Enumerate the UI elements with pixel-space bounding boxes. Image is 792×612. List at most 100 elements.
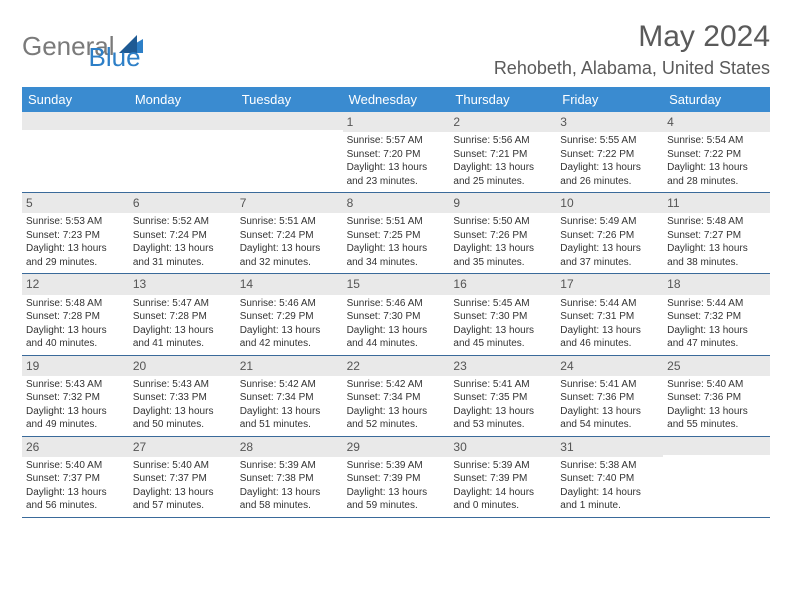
sunset-line: Sunset: 7:30 PM [453,310,552,324]
daylight-line2: and 23 minutes. [347,175,446,189]
day-cell: 19Sunrise: 5:43 AMSunset: 7:32 PMDayligh… [22,356,129,436]
daylight-line1: Daylight: 13 hours [347,405,446,419]
sunrise-line: Sunrise: 5:51 AM [347,215,446,229]
daylight-line1: Daylight: 13 hours [347,242,446,256]
day-cell: 15 Sunrise: 5:46 AMSunset: 7:30 PMDayligh… [343,274,450,354]
week-row: 5Sunrise: 5:53 AMSunset: 7:23 PMDaylight… [22,193,770,274]
sunset-line: Sunset: 7:26 PM [560,229,659,243]
day-header: Monday [129,87,236,112]
day-cell: 23Sunrise: 5:41 AMSunset: 7:35 PMDayligh… [449,356,556,436]
daylight-line2: and 0 minutes. [453,499,552,513]
daylight-line2: and 44 minutes. [347,337,446,351]
date-number: 22 [343,356,450,376]
day-cell: 22 Sunrise: 5:42 AMSunset: 7:34 PMDayligh… [343,356,450,436]
week-row: 12Sunrise: 5:48 AMSunset: 7:28 PMDayligh… [22,274,770,355]
day-cell: 28Sunrise: 5:39 AMSunset: 7:38 PMDayligh… [236,437,343,517]
sunset-line: Sunset: 7:33 PM [133,391,232,405]
daylight-line1: Daylight: 13 hours [453,242,552,256]
date-number-empty [236,112,343,130]
sunrise-line: Sunrise: 5:45 AM [453,297,552,311]
daylight-line2: and 37 minutes. [560,256,659,270]
sunset-line: Sunset: 7:34 PM [240,391,339,405]
sunrise-line: Sunrise: 5:40 AM [26,459,125,473]
date-number: 18 [663,274,770,294]
sunset-line: Sunset: 7:24 PM [240,229,339,243]
date-number: 4 [663,112,770,132]
daylight-line2: and 35 minutes. [453,256,552,270]
logo: General Blue [22,20,141,73]
daylight-line1: Daylight: 13 hours [133,486,232,500]
sunrise-line: Sunrise: 5:47 AM [133,297,232,311]
day-cell: 30Sunrise: 5:39 AMSunset: 7:39 PMDayligh… [449,437,556,517]
daylight-line2: and 1 minute. [560,499,659,513]
daylight-line1: Daylight: 13 hours [240,324,339,338]
sunrise-line: Sunrise: 5:50 AM [453,215,552,229]
sunset-line: Sunset: 7:22 PM [560,148,659,162]
daylight-line1: Daylight: 13 hours [26,324,125,338]
date-number: 10 [556,193,663,213]
sunset-line: Sunset: 7:31 PM [560,310,659,324]
date-number: 21 [236,356,343,376]
day-cell: 21Sunrise: 5:42 AMSunset: 7:34 PMDayligh… [236,356,343,436]
daylight-line2: and 58 minutes. [240,499,339,513]
sunset-line: Sunset: 7:30 PM [347,310,446,324]
daylight-line2: and 50 minutes. [133,418,232,432]
sunset-line: Sunset: 7:28 PM [26,310,125,324]
daylight-line2: and 53 minutes. [453,418,552,432]
date-number: 31 [556,437,663,457]
daylight-line1: Daylight: 13 hours [133,405,232,419]
date-number: 20 [129,356,236,376]
sunset-line: Sunset: 7:34 PM [347,391,446,405]
daylight-line1: Daylight: 13 hours [26,242,125,256]
sunrise-line: Sunrise: 5:46 AM [347,297,446,311]
sunrise-line: Sunrise: 5:56 AM [453,134,552,148]
sunset-line: Sunset: 7:21 PM [453,148,552,162]
date-number: 13 [129,274,236,294]
daylight-line1: Daylight: 13 hours [240,405,339,419]
sunrise-line: Sunrise: 5:39 AM [453,459,552,473]
day-cell [129,112,236,192]
daylight-line2: and 42 minutes. [240,337,339,351]
title-area: May 2024 Rehobeth, Alabama, United State… [494,20,770,79]
sunset-line: Sunset: 7:37 PM [133,472,232,486]
date-number: 28 [236,437,343,457]
sunrise-line: Sunrise: 5:55 AM [560,134,659,148]
day-cell: 31Sunrise: 5:38 AMSunset: 7:40 PMDayligh… [556,437,663,517]
date-number: 1 [343,112,450,132]
sunset-line: Sunset: 7:36 PM [560,391,659,405]
daylight-line2: and 41 minutes. [133,337,232,351]
date-number: 14 [236,274,343,294]
sunset-line: Sunset: 7:32 PM [667,310,766,324]
day-cell: 24Sunrise: 5:41 AMSunset: 7:36 PMDayligh… [556,356,663,436]
daylight-line2: and 32 minutes. [240,256,339,270]
sunrise-line: Sunrise: 5:42 AM [347,378,446,392]
day-cell [22,112,129,192]
day-cell: 10Sunrise: 5:49 AMSunset: 7:26 PMDayligh… [556,193,663,273]
sunset-line: Sunset: 7:38 PM [240,472,339,486]
daylight-line2: and 38 minutes. [667,256,766,270]
location: Rehobeth, Alabama, United States [494,58,770,79]
date-number: 30 [449,437,556,457]
day-cell: 17Sunrise: 5:44 AMSunset: 7:31 PMDayligh… [556,274,663,354]
sunrise-line: Sunrise: 5:51 AM [240,215,339,229]
day-cell: 18Sunrise: 5:44 AMSunset: 7:32 PMDayligh… [663,274,770,354]
sunrise-line: Sunrise: 5:57 AM [347,134,446,148]
day-cell: 4Sunrise: 5:54 AMSunset: 7:22 PMDaylight… [663,112,770,192]
date-number: 7 [236,193,343,213]
daylight-line1: Daylight: 13 hours [347,324,446,338]
date-number: 19 [22,356,129,376]
date-number: 2 [449,112,556,132]
date-number: 15 [343,274,450,294]
day-cell: 25Sunrise: 5:40 AMSunset: 7:36 PMDayligh… [663,356,770,436]
daylight-line2: and 49 minutes. [26,418,125,432]
daylight-line2: and 29 minutes. [26,256,125,270]
day-cell: 14Sunrise: 5:46 AMSunset: 7:29 PMDayligh… [236,274,343,354]
date-number-empty [22,112,129,130]
sunset-line: Sunset: 7:28 PM [133,310,232,324]
daylight-line1: Daylight: 14 hours [453,486,552,500]
day-cell [236,112,343,192]
daylight-line1: Daylight: 13 hours [240,242,339,256]
daylight-line1: Daylight: 13 hours [347,486,446,500]
date-number-empty [663,437,770,455]
day-cell: 11Sunrise: 5:48 AMSunset: 7:27 PMDayligh… [663,193,770,273]
